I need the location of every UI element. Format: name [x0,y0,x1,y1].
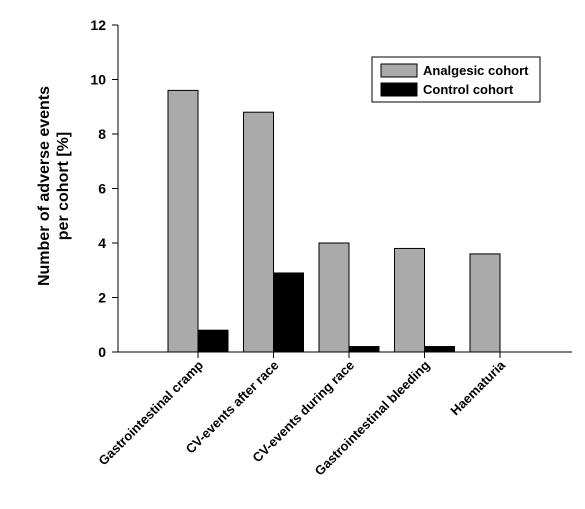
legend: Analgesic cohort Control cohort [371,56,541,103]
x-tick-label: Haematuria [447,357,508,418]
bar-analgesic-0 [167,89,199,353]
bar-analgesic-4 [469,253,501,353]
y-tick-label: 10 [90,72,106,88]
bar-control-0 [197,329,229,353]
legend-label-analgesic: Analgesic cohort [423,63,529,78]
y-axis-title-line-1: Number of adverse events [36,86,53,286]
bars [167,89,501,353]
y-axis-title-line-2: per cohort [%] [55,132,72,240]
y-tick-label: 12 [90,17,106,33]
y-tick-labels: 0 2 4 6 8 10 12 [90,17,106,360]
legend-swatch-control [380,82,418,97]
bar-analgesic-3 [394,247,425,353]
y-tick-label: 4 [98,235,106,251]
legend-swatch-analgesic [380,63,418,78]
bar-control-3 [424,346,455,353]
y-tick-label: 2 [98,290,106,306]
y-tick-label: 6 [98,181,106,197]
bar-analgesic-2 [318,242,350,353]
y-tick-label: 8 [98,126,106,142]
bar-control-1 [273,272,304,353]
legend-label-control: Control cohort [423,82,514,97]
bar-analgesic-1 [243,111,274,353]
bar-control-2 [348,346,380,353]
y-tick-label: 0 [98,344,106,360]
